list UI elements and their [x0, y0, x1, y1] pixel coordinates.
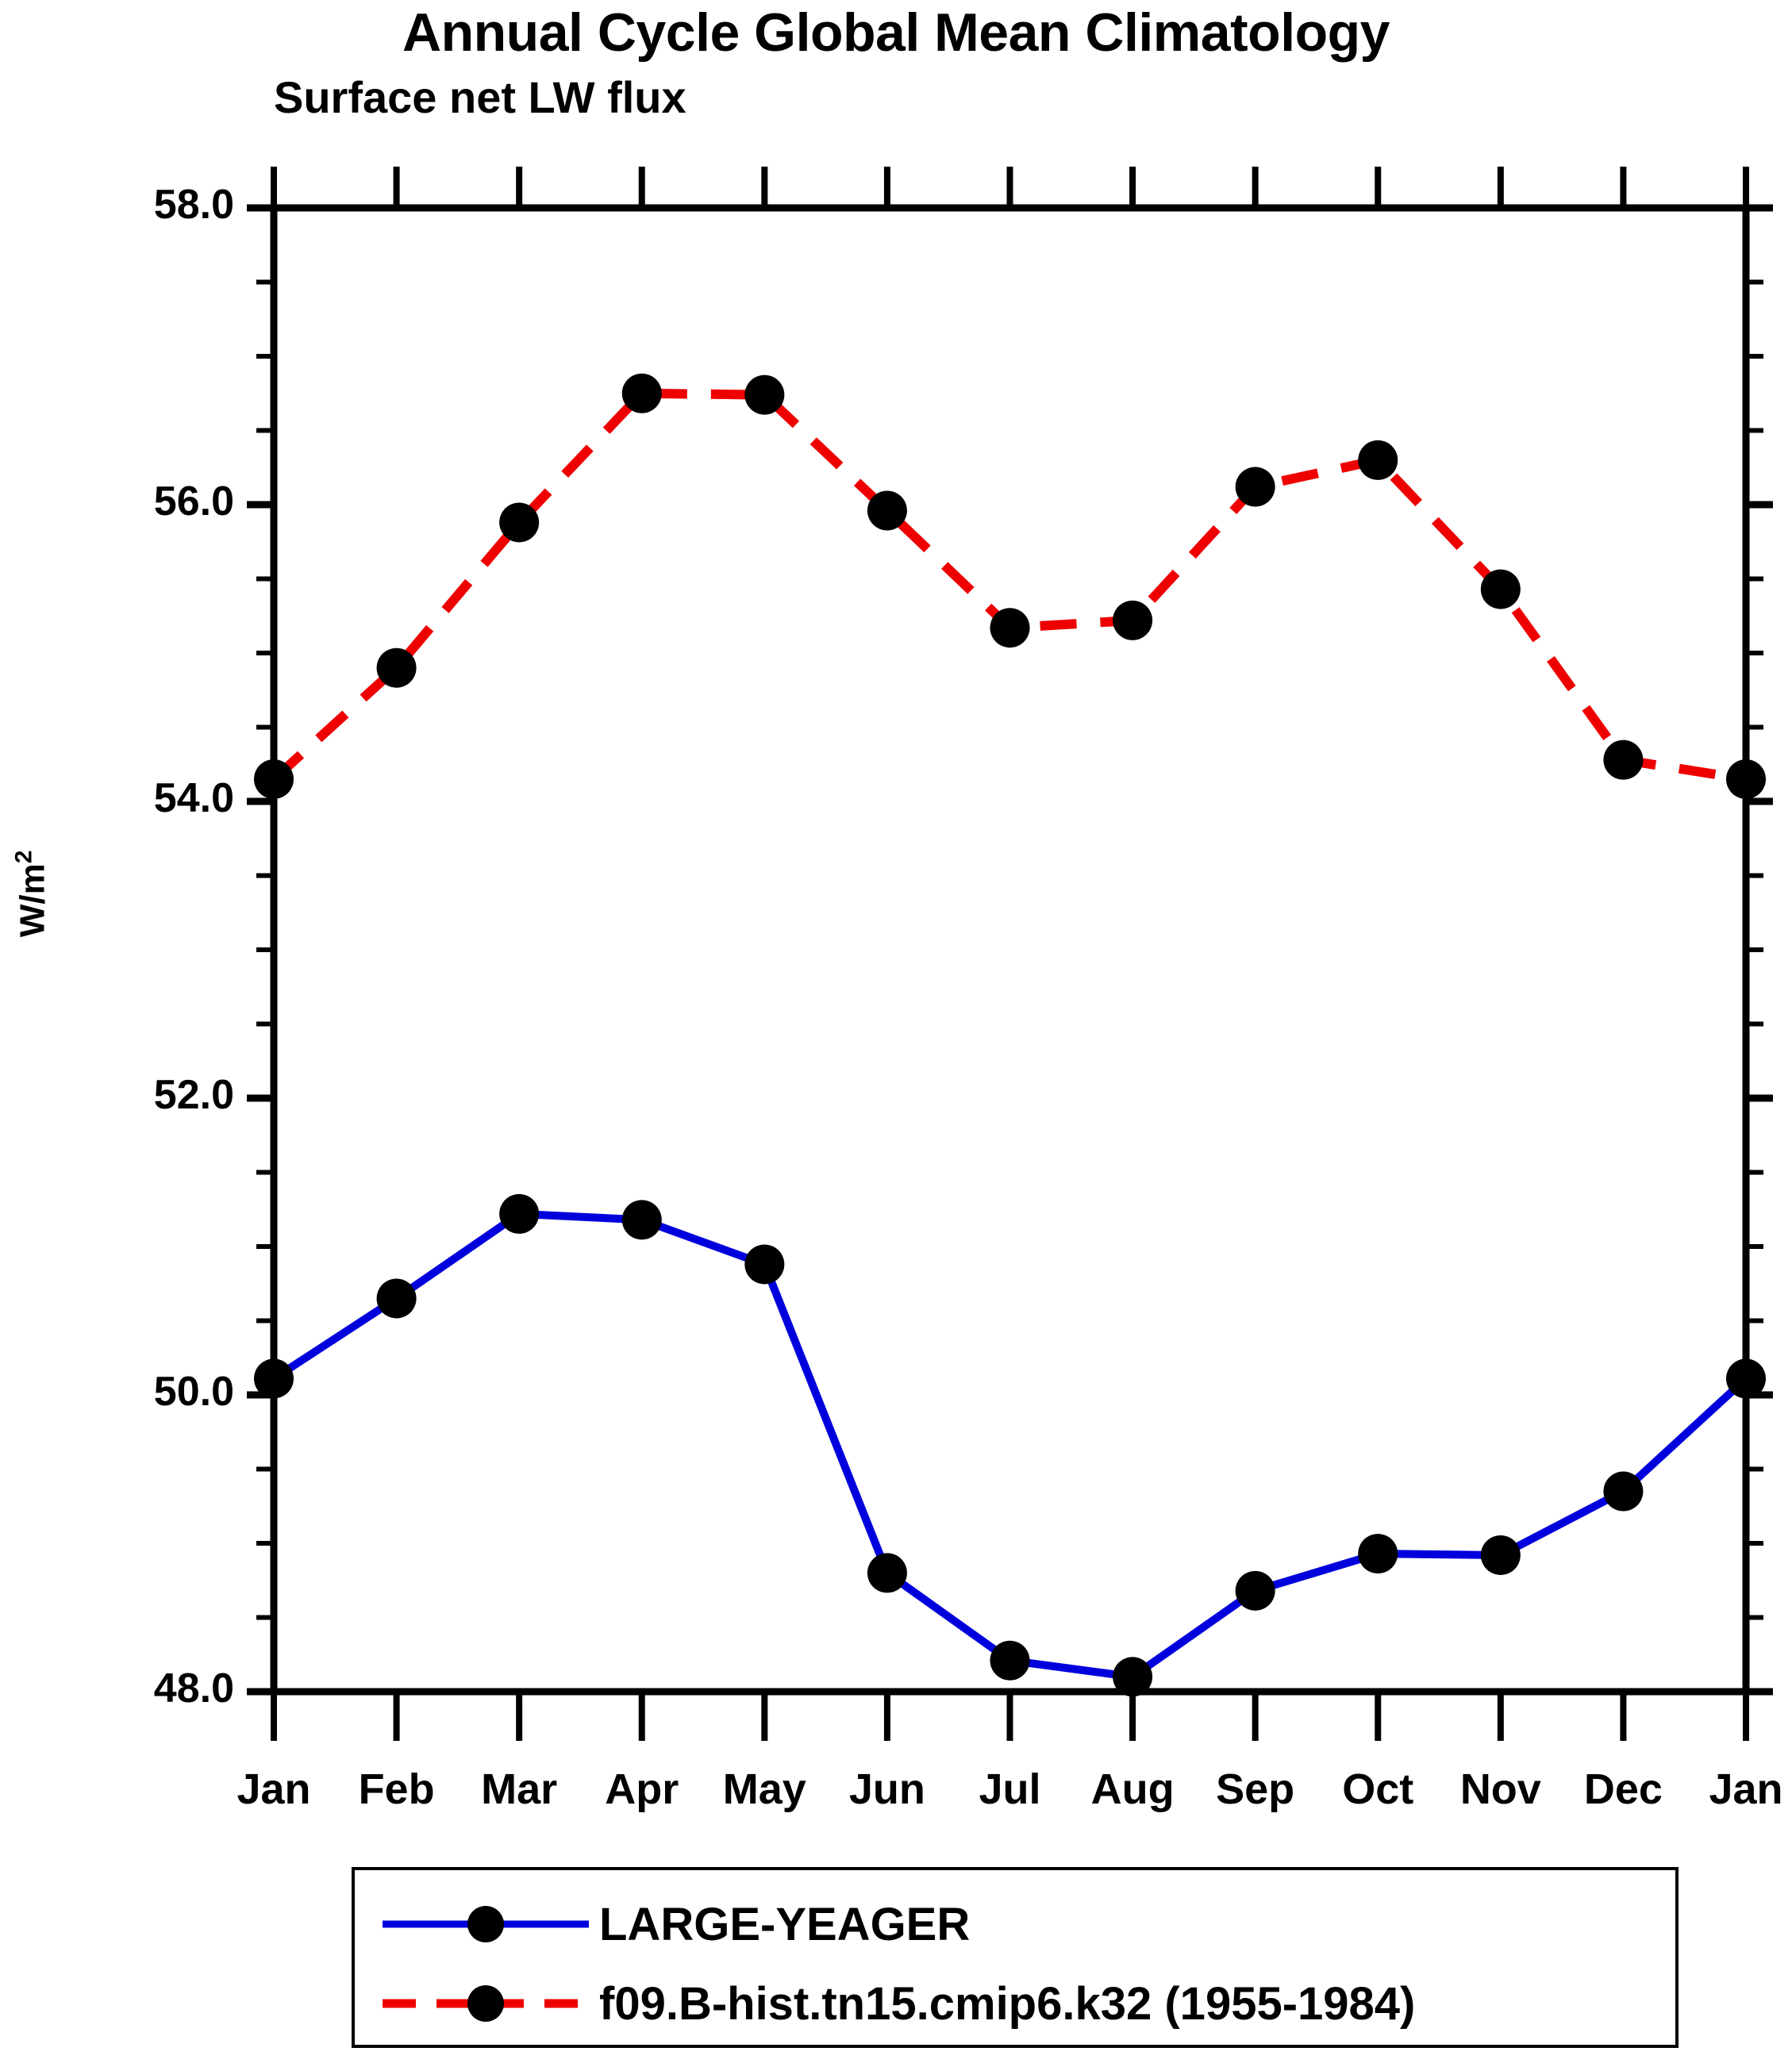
chart-subtitle: Surface net LW flux [274, 72, 686, 122]
x-tick-label: Mar [481, 1765, 558, 1813]
y-tick-label: 52.0 [153, 1072, 234, 1118]
data-point [867, 1553, 907, 1593]
data-point [1480, 569, 1521, 609]
data-point [1603, 1471, 1644, 1512]
x-tick-label: Oct [1342, 1765, 1414, 1813]
data-point [621, 1200, 662, 1240]
legend-item-0[interactable]: LARGE-YEAGER [355, 1884, 1675, 1964]
legend-swatch-series-1 [379, 1900, 593, 1948]
y-tick-label: 54.0 [153, 775, 234, 821]
data-point [499, 502, 540, 543]
y-minor-ticks [256, 279, 1763, 1620]
y-tick-label: 56.0 [153, 478, 234, 524]
data-point [376, 1278, 417, 1319]
x-tick-label: Apr [605, 1765, 679, 1813]
y-tick-label: 58.0 [153, 182, 234, 228]
x-tick-label: Dec [1583, 1765, 1663, 1813]
data-point [1113, 1657, 1153, 1697]
y-tick-label: 48.0 [153, 1665, 234, 1711]
data-point [1358, 1534, 1398, 1574]
x-tick-label: May [722, 1765, 806, 1813]
data-point [1726, 759, 1766, 799]
data-point [376, 647, 417, 688]
data-point [1726, 1358, 1766, 1399]
data-point [1603, 740, 1644, 780]
data-point [1113, 600, 1153, 640]
legend-label-series-1: LARGE-YEAGER [599, 1898, 971, 1950]
data-point [499, 1193, 540, 1234]
data-point [1358, 440, 1398, 480]
data-point [254, 759, 294, 799]
markers-layer [254, 373, 1766, 1697]
x-tick-label: Feb [358, 1765, 435, 1813]
data-point [1235, 1570, 1275, 1611]
axes-frame [270, 204, 1750, 1696]
x-tick-label: Jul [979, 1765, 1041, 1813]
x-tick-label: Jan [236, 1765, 311, 1813]
data-point [990, 1640, 1030, 1681]
data-point [254, 1358, 294, 1399]
legend-line-solid-icon [383, 1906, 589, 1942]
x-major-ticks [271, 167, 1749, 1741]
data-point [867, 490, 907, 531]
data-point [990, 608, 1030, 648]
x-tick-label: Sep [1216, 1765, 1295, 1813]
data-point [1480, 1535, 1521, 1575]
series-line-2 [270, 388, 1747, 784]
legend-line-dashed-icon [383, 1985, 589, 2022]
x-tick-label: Jun [848, 1765, 925, 1813]
page-title: Annual Cycle Global Mean Climatology [402, 2, 1390, 63]
legend-swatch-series-2 [379, 1980, 593, 2027]
legend: LARGE-YEAGER f09.B-hist.tn15.cmip6.k32 (… [352, 1867, 1679, 2048]
x-tick-label: Nov [1459, 1765, 1541, 1813]
data-point [1235, 467, 1275, 507]
y-tick-label: 50.0 [153, 1369, 234, 1415]
legend-item-1[interactable]: f09.B-hist.tn15.cmip6.k32 (1955-1984) [355, 1964, 1675, 2043]
y-major-ticks [247, 204, 1773, 1696]
series-layer [270, 388, 1749, 1681]
series-line-1 [271, 1209, 1749, 1681]
x-tick-label: Jan [1709, 1765, 1783, 1813]
data-point [744, 1244, 785, 1285]
x-tick-label: Aug [1090, 1765, 1175, 1813]
data-point [744, 375, 785, 415]
legend-label-series-2: f09.B-hist.tn15.cmip6.k32 (1955-1984) [599, 1977, 1416, 2030]
data-point [621, 373, 662, 413]
